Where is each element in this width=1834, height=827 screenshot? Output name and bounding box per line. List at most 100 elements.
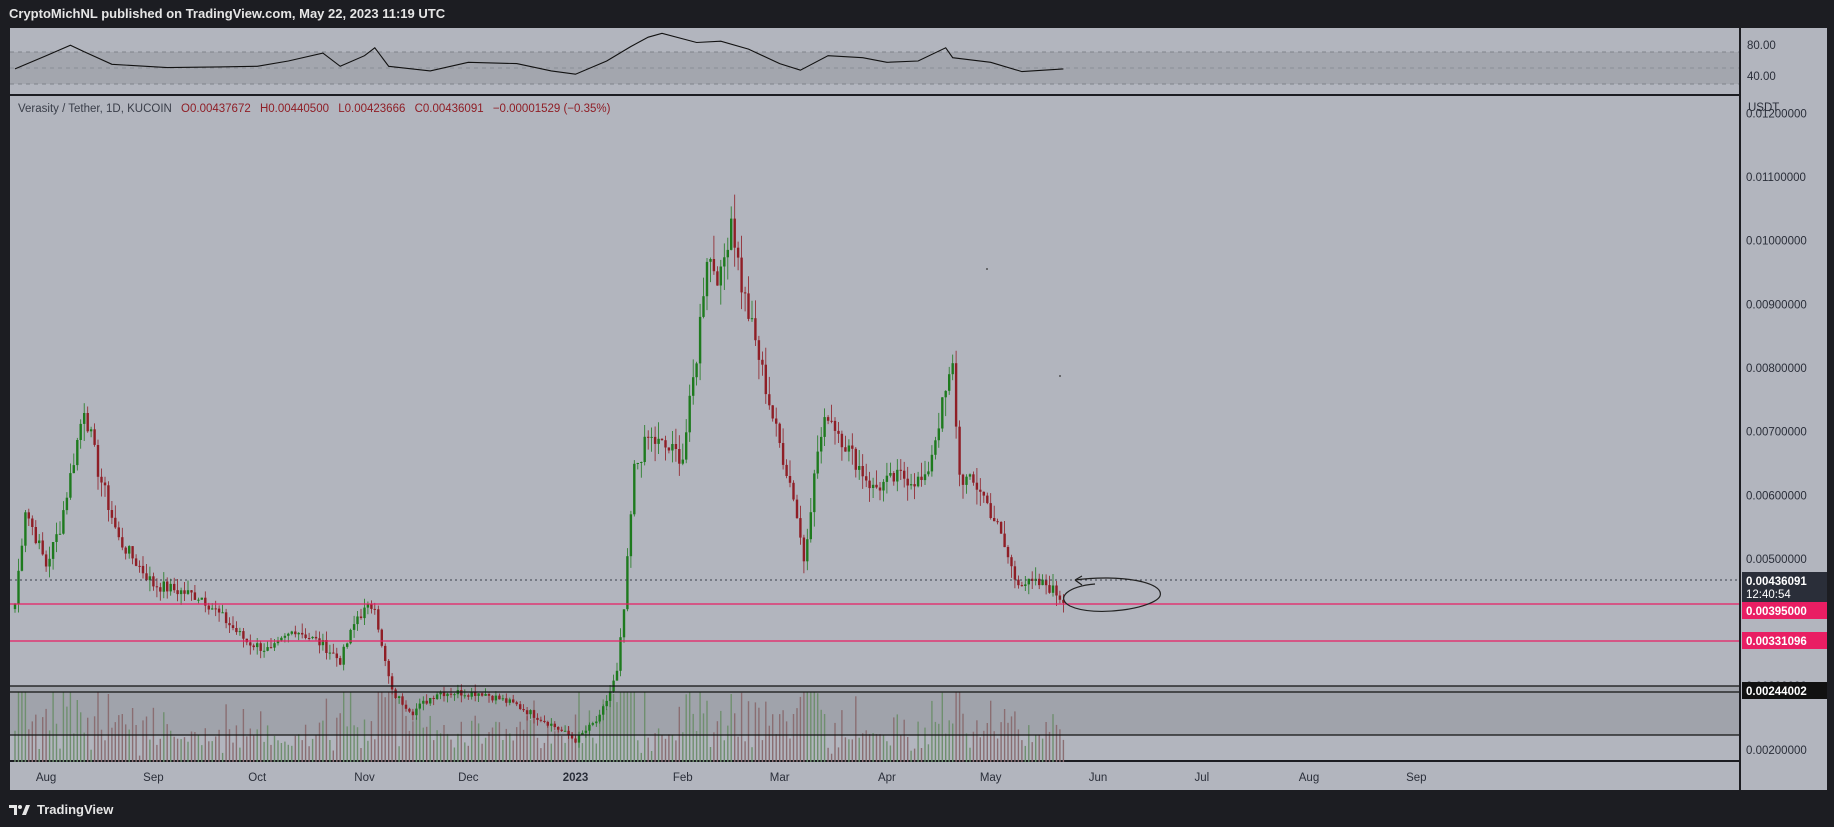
candle-body xyxy=(173,583,176,591)
x-tick: Dec xyxy=(458,772,479,784)
candle-body xyxy=(809,512,812,540)
candle-body xyxy=(34,527,37,544)
candle-body xyxy=(287,633,290,636)
candle-body xyxy=(134,558,138,566)
main-panel[interactable] xyxy=(10,96,1739,760)
candle-body xyxy=(339,658,342,665)
candle-body xyxy=(858,466,861,470)
candle-body xyxy=(515,702,518,705)
candle-body xyxy=(989,503,992,518)
candle-body xyxy=(591,723,594,725)
candle-body xyxy=(83,413,86,424)
candle-body xyxy=(474,691,477,696)
candle-body xyxy=(553,723,556,728)
x-tick: Oct xyxy=(248,772,267,784)
candle-body xyxy=(484,694,487,696)
currency-label: USDT xyxy=(1748,102,1779,114)
candle-body xyxy=(41,540,44,555)
candle-body xyxy=(86,413,89,432)
candle-body xyxy=(1031,578,1034,581)
candle-body xyxy=(993,518,996,522)
candle-body xyxy=(608,691,612,701)
x-tick: Sep xyxy=(1406,772,1426,784)
candle-body xyxy=(1006,547,1010,558)
candle-body xyxy=(916,476,920,487)
candle-body xyxy=(51,542,55,559)
candle-body xyxy=(124,547,127,554)
candle-body xyxy=(799,518,802,538)
candle-body xyxy=(705,261,709,297)
candle-body xyxy=(1044,579,1048,586)
candle-body xyxy=(764,364,767,395)
candle-body xyxy=(183,590,186,594)
candle-body xyxy=(650,436,653,438)
candle-body xyxy=(200,597,203,600)
x-axis-panel[interactable] xyxy=(10,762,1739,790)
candle-body xyxy=(948,374,951,391)
x-tick: 2023 xyxy=(563,772,589,784)
candle-body xyxy=(1038,578,1041,586)
candle-body xyxy=(771,405,774,419)
candle-body xyxy=(961,474,965,485)
candle-body xyxy=(446,693,449,697)
candle-body xyxy=(72,465,75,474)
candle-body xyxy=(148,576,152,581)
candle-body xyxy=(114,517,117,528)
candle-body xyxy=(290,631,293,634)
candle-body xyxy=(117,527,120,538)
candle-body xyxy=(100,476,103,483)
candle-body xyxy=(563,730,567,732)
candle-body xyxy=(491,695,494,701)
candle-body xyxy=(930,454,934,472)
volume-region xyxy=(10,686,1739,735)
candle-body xyxy=(615,670,619,681)
candle-body xyxy=(390,676,394,690)
tradingview-logo-icon xyxy=(9,804,30,815)
candle-body xyxy=(487,694,491,696)
candle-body xyxy=(418,703,421,709)
candle-body xyxy=(301,632,304,635)
tradingview-logo[interactable]: TradingView xyxy=(9,802,113,817)
candle-body xyxy=(224,612,228,624)
x-tick: Apr xyxy=(878,772,896,784)
candle-body xyxy=(681,459,684,464)
candle-body xyxy=(768,394,771,406)
candle-body xyxy=(58,533,62,535)
candle-body xyxy=(1010,557,1013,567)
candle-body xyxy=(920,476,923,480)
last-price-value: 0.00436091 xyxy=(1746,576,1807,588)
candle-body xyxy=(342,646,345,665)
candle-body xyxy=(584,730,588,733)
candle-body xyxy=(826,417,830,421)
candle-body xyxy=(501,698,505,700)
candle-body xyxy=(1041,579,1044,586)
candle-body xyxy=(276,640,280,644)
candle-body xyxy=(660,438,664,441)
candle-body xyxy=(546,721,549,726)
candle-body xyxy=(688,395,691,433)
candle-body xyxy=(979,489,982,492)
candle-body xyxy=(719,266,722,286)
candle-body xyxy=(899,469,902,471)
price-chart[interactable]: 80.00 40.00 Verasity / Tether, 1D, KUCOI… xyxy=(0,0,1834,792)
candle-body xyxy=(868,480,871,489)
x-tick: Feb xyxy=(673,772,693,784)
candle-body xyxy=(366,603,370,608)
y-tick: 0.01200000 xyxy=(1746,109,1807,121)
candle-body xyxy=(266,647,269,651)
candle-body xyxy=(896,469,899,482)
candle-body xyxy=(13,603,17,610)
candle-body xyxy=(110,510,114,518)
candle-body xyxy=(598,714,601,722)
candle-body xyxy=(138,565,141,567)
candle-body xyxy=(55,534,58,542)
candle-body xyxy=(176,590,179,595)
ohlc-close: C0.00436091 xyxy=(415,103,484,115)
candle-body xyxy=(273,643,276,648)
candle-body xyxy=(62,510,65,534)
y-axis-panel[interactable] xyxy=(1741,28,1827,790)
candle-body xyxy=(256,643,259,648)
candle-body xyxy=(1055,585,1058,596)
x-tick: May xyxy=(980,772,1002,784)
candle-body xyxy=(1048,585,1051,593)
